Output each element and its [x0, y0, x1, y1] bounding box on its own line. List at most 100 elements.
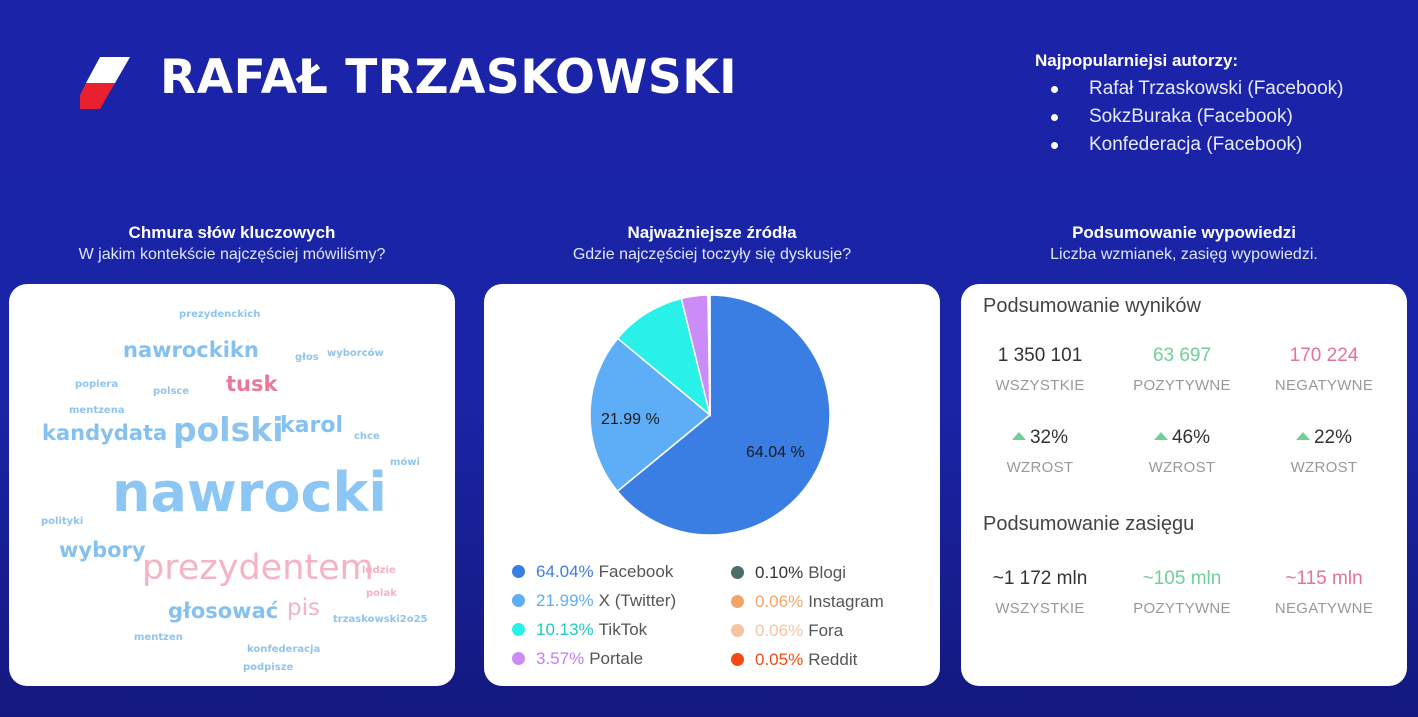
word-cloud-word: popiera [75, 379, 119, 390]
word-cloud-card: prezydenckich nawrockikn głos wyborców p… [9, 284, 455, 686]
reach-label: POZYTYWNE [1133, 600, 1231, 617]
legend-name: Blogi [808, 563, 847, 582]
reach-value: ~115 mln [1285, 568, 1363, 589]
growth-negative: 22% WZROST [1253, 426, 1395, 476]
arrow-up-icon [1011, 432, 1026, 440]
reach-title: Podsumowanie zasięgu [983, 513, 1195, 535]
legend-pct: 0.10% [755, 563, 804, 582]
word-cloud-word: głosować [168, 599, 279, 623]
results-title: Podsumowanie wyników [983, 295, 1201, 317]
word-cloud-word: ludzie [362, 565, 396, 576]
reach-row: ~1 172 mln WSZYSTKIE ~105 mln POZYTYWNE … [961, 567, 1407, 617]
growth-label: WZROST [1290, 459, 1358, 476]
pie-legend-left: 64.04% Facebook 21.99% X (Twitter) 10.13… [512, 557, 676, 673]
word-cloud-word: kandydata [42, 421, 168, 445]
growth-label: WZROST [1006, 459, 1074, 476]
legend-pct: 64.04% [536, 562, 594, 581]
legend-item-portale: 3.57% Portale [512, 644, 676, 673]
result-label: NEGATYWNE [1274, 377, 1374, 394]
summary-subtitle: Liczba wzmianek, zasięg wypowiedzi. [1050, 246, 1318, 263]
legend-item-reddit: 0.05% Reddit [731, 645, 884, 674]
summary-header: Podsumowanie wypowiedzi Liczba wzmianek,… [961, 222, 1407, 266]
legend-pct: 3.57% [536, 649, 585, 668]
word-cloud-word: mentzen [134, 632, 183, 643]
flag-logo-icon [80, 57, 130, 109]
legend-name: TikTok [598, 620, 648, 639]
growth-positive: 46% WZROST [1111, 426, 1253, 476]
result-all: 1 350 101 WSZYSTKIE [969, 344, 1111, 394]
growth-row: 32% WZROST 46% WZROST 22% WZROST [961, 426, 1407, 476]
legend-dot-icon [512, 623, 525, 636]
result-value: 1 350 101 [997, 345, 1083, 366]
sources-pie-chart [589, 294, 831, 536]
word-cloud-word: polsce [153, 386, 190, 397]
arrow-up-icon [1295, 432, 1310, 440]
result-label: POZYTYWNE [1133, 377, 1231, 394]
word-cloud-word: polski [173, 410, 284, 449]
legend-dot-icon [512, 594, 525, 607]
pie-slice-facebook [616, 294, 831, 536]
legend-item-tiktok: 10.13% TikTok [512, 615, 676, 644]
page-title: RAFAŁ TRZASKOWSKI [160, 50, 738, 105]
word-cloud-word: mówi [390, 457, 420, 468]
reach-value: ~105 mln [1142, 568, 1222, 589]
legend-pct: 0.06% [755, 621, 804, 640]
word-cloud-subtitle: W jakim kontekście najczęściej mówiliśmy… [78, 246, 386, 263]
legend-pct: 10.13% [536, 620, 594, 639]
sources-title: Najważniejsze źródła [627, 223, 797, 242]
sources-header: Najważniejsze źródła Gdzie najczęściej t… [484, 222, 940, 266]
legend-name: Fora [808, 621, 844, 640]
word-cloud-word: podpisze [243, 662, 294, 673]
reach-value: ~1 172 mln [992, 568, 1088, 589]
word-cloud-word: głos [295, 352, 319, 363]
word-cloud-header: Chmura słów kluczowych W jakim kontekści… [9, 222, 455, 266]
top-authors-title: Najpopularniejsi autorzy: [1035, 51, 1239, 70]
growth-value: 22% [1313, 427, 1353, 448]
author-item: Rafał Trzaskowski (Facebook) [1035, 75, 1405, 103]
top-authors-list: Rafał Trzaskowski (Facebook) SokzBuraka … [1035, 75, 1405, 159]
word-cloud-word: wyborców [327, 348, 384, 359]
word-cloud-word: trzaskowski2o25 [333, 614, 428, 625]
growth-label: WZROST [1148, 459, 1216, 476]
word-cloud-word: mentzena [69, 405, 125, 416]
legend-pct: 0.05% [755, 650, 804, 669]
growth-all: 32% WZROST [969, 426, 1111, 476]
growth-value: 32% [1029, 427, 1069, 448]
pie-legend-right: 0.10% Blogi 0.06% Instagram 0.06% Fora 0… [731, 558, 884, 674]
word-cloud-word: pis [287, 595, 320, 621]
legend-item-instagram: 0.06% Instagram [731, 587, 884, 616]
word-cloud-word: polak [366, 588, 397, 599]
result-value: 63 697 [1152, 345, 1212, 366]
top-authors: Najpopularniejsi autorzy: Rafał Trzaskow… [1035, 51, 1405, 159]
reach-positive: ~105 mln POZYTYWNE [1111, 567, 1253, 617]
legend-dot-icon [731, 595, 744, 608]
word-cloud-word: nawrockikn [123, 338, 259, 362]
legend-pct: 0.06% [755, 592, 804, 611]
word-cloud-word: nawrocki [112, 461, 387, 524]
word-cloud-word: polityki [41, 516, 84, 527]
reach-label: NEGATYWNE [1274, 600, 1374, 617]
sources-subtitle: Gdzie najczęściej toczyły się dyskusje? [572, 246, 852, 263]
word-cloud-word: karol [280, 413, 343, 438]
word-cloud-word: prezydenckich [179, 309, 261, 320]
legend-item-twitter: 21.99% X (Twitter) [512, 586, 676, 615]
author-item: SokzBuraka (Facebook) [1035, 103, 1405, 131]
results-row: 1 350 101 WSZYSTKIE 63 697 POZYTYWNE 170… [961, 344, 1407, 394]
legend-name: Instagram [808, 592, 884, 611]
legend-item-blogi: 0.10% Blogi [731, 558, 884, 587]
summary-title: Podsumowanie wypowiedzi [1072, 223, 1296, 242]
reach-all: ~1 172 mln WSZYSTKIE [969, 567, 1111, 617]
word-cloud-title: Chmura słów kluczowych [128, 223, 336, 242]
legend-item-fora: 0.06% Fora [731, 616, 884, 645]
legend-dot-icon [512, 565, 525, 578]
legend-name: Reddit [808, 650, 858, 669]
pie-slice-x-twitter [589, 337, 712, 493]
result-negative: 170 224 NEGATYWNE [1253, 344, 1395, 394]
pie-slice-tiktok [616, 297, 712, 418]
word-cloud-word: tusk [226, 372, 278, 396]
word-cloud-word: wybory [59, 538, 146, 562]
reach-label: WSZYSTKIE [995, 600, 1085, 617]
word-cloud-word: chce [354, 431, 380, 442]
sources-card: 64.04 % 21.99 % 64.04% Facebook 21.99% X… [484, 284, 940, 686]
growth-value: 46% [1171, 427, 1211, 448]
